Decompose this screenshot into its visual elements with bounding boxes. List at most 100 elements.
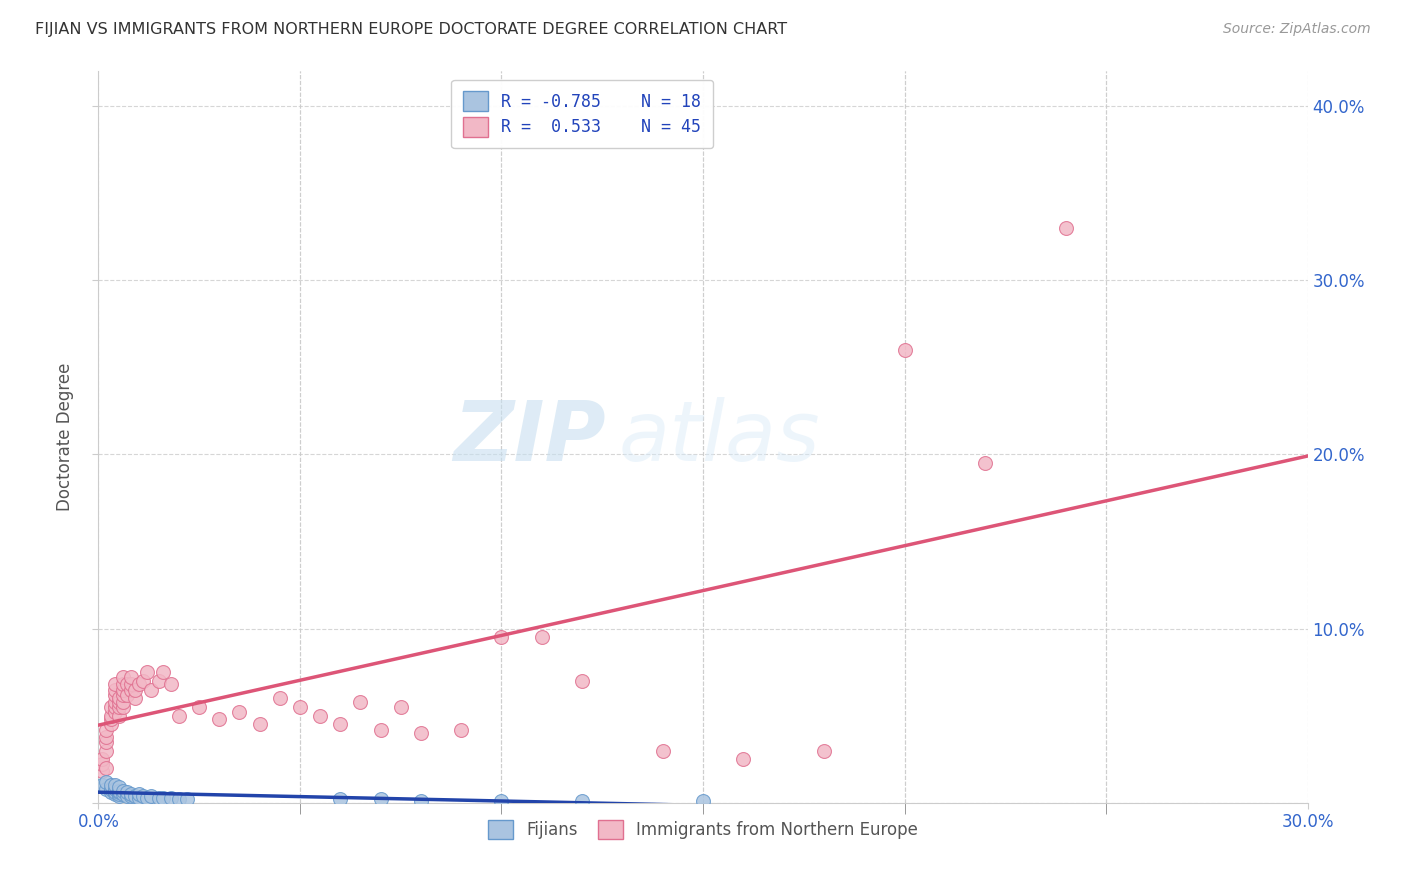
Point	[167, 708, 190, 723]
Point	[128, 677, 150, 691]
Point	[100, 778, 122, 792]
Point	[120, 789, 142, 803]
Point	[107, 780, 129, 794]
Point	[107, 783, 129, 797]
Point	[349, 695, 371, 709]
Point	[167, 792, 190, 806]
Point	[100, 781, 122, 796]
Point	[491, 631, 513, 645]
Point	[100, 700, 122, 714]
Point	[100, 717, 122, 731]
Legend: Fijians, Immigrants from Northern Europe: Fijians, Immigrants from Northern Europe	[481, 814, 925, 846]
Point	[389, 700, 412, 714]
Point	[329, 792, 352, 806]
Point	[120, 682, 142, 697]
Point	[111, 688, 134, 702]
Point	[103, 705, 125, 719]
Point	[103, 688, 125, 702]
Point	[103, 787, 125, 801]
Text: ZIP: ZIP	[454, 397, 606, 477]
Point	[96, 735, 118, 749]
Point	[91, 764, 114, 779]
Point	[120, 677, 142, 691]
Point	[409, 794, 432, 808]
Point	[103, 682, 125, 697]
Point	[128, 790, 150, 805]
Point	[135, 665, 157, 680]
Point	[288, 700, 311, 714]
Point	[135, 790, 157, 805]
Point	[91, 778, 114, 792]
Point	[120, 787, 142, 801]
Point	[148, 673, 170, 688]
Point	[111, 670, 134, 684]
Point	[96, 781, 118, 796]
Point	[124, 691, 146, 706]
Point	[107, 708, 129, 723]
Point	[893, 343, 915, 357]
Point	[100, 785, 122, 799]
Point	[571, 673, 593, 688]
Point	[107, 700, 129, 714]
Point	[96, 761, 118, 775]
Point	[148, 790, 170, 805]
Point	[111, 695, 134, 709]
Point	[733, 752, 755, 766]
Point	[96, 775, 118, 789]
Point	[370, 792, 392, 806]
Point	[813, 743, 835, 757]
Point	[132, 673, 155, 688]
Point	[208, 712, 231, 726]
Point	[111, 783, 134, 797]
Point	[651, 743, 673, 757]
Point	[111, 700, 134, 714]
Y-axis label: Doctorate Degree: Doctorate Degree	[56, 363, 75, 511]
Point	[115, 785, 138, 799]
Point	[96, 730, 118, 744]
Point	[107, 789, 129, 803]
Point	[100, 708, 122, 723]
Point	[530, 631, 553, 645]
Point	[1054, 221, 1077, 235]
Point	[111, 787, 134, 801]
Point	[107, 785, 129, 799]
Point	[91, 752, 114, 766]
Point	[115, 688, 138, 702]
Point	[111, 682, 134, 697]
Point	[103, 677, 125, 691]
Point	[176, 792, 198, 806]
Point	[107, 787, 129, 801]
Point	[160, 790, 183, 805]
Point	[107, 695, 129, 709]
Point	[309, 708, 332, 723]
Point	[139, 789, 162, 803]
Point	[96, 743, 118, 757]
Point	[228, 705, 250, 719]
Point	[96, 723, 118, 737]
Point	[103, 778, 125, 792]
Point	[103, 785, 125, 799]
Point	[103, 695, 125, 709]
Point	[103, 781, 125, 796]
Point	[409, 726, 432, 740]
Point	[269, 691, 291, 706]
Point	[103, 700, 125, 714]
Point	[111, 677, 134, 691]
Point	[692, 794, 714, 808]
Point	[120, 670, 142, 684]
Point	[152, 790, 174, 805]
Point	[370, 723, 392, 737]
Point	[124, 682, 146, 697]
Point	[571, 794, 593, 808]
Point	[128, 787, 150, 801]
Point	[329, 717, 352, 731]
Point	[974, 456, 997, 470]
Point	[152, 665, 174, 680]
Text: atlas: atlas	[619, 397, 820, 477]
Point	[160, 677, 183, 691]
Point	[450, 723, 472, 737]
Point	[124, 789, 146, 803]
Text: Source: ZipAtlas.com: Source: ZipAtlas.com	[1223, 22, 1371, 37]
Point	[491, 794, 513, 808]
Point	[100, 712, 122, 726]
